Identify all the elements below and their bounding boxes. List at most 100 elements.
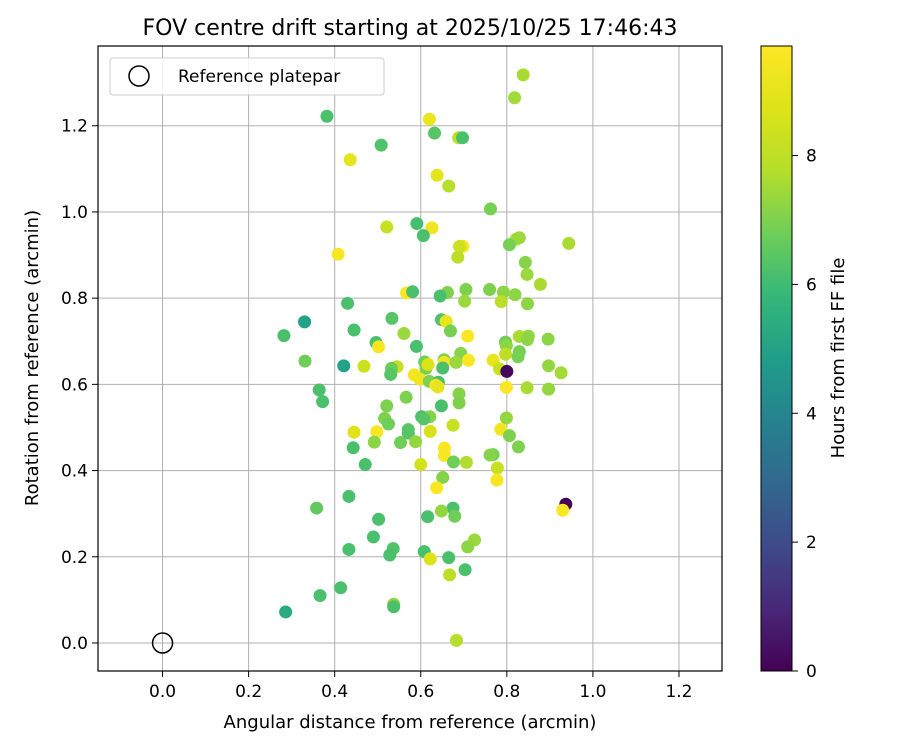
data-points xyxy=(277,68,576,647)
data-point xyxy=(451,250,465,264)
data-point xyxy=(520,267,534,281)
data-point xyxy=(518,255,532,269)
data-point xyxy=(367,435,381,449)
data-point xyxy=(490,461,504,475)
data-point xyxy=(533,277,547,291)
data-point xyxy=(494,295,508,309)
data-point xyxy=(347,323,361,337)
y-tick-label: 0.4 xyxy=(61,462,88,482)
data-point xyxy=(449,355,463,369)
grid xyxy=(98,46,722,671)
data-point xyxy=(434,399,448,413)
colorbar-ticks: 0 2 4 6 8 xyxy=(792,147,817,682)
data-point xyxy=(320,109,334,123)
data-point xyxy=(452,387,466,401)
data-point xyxy=(346,441,360,455)
x-tick-label: 0.4 xyxy=(321,682,348,702)
x-tick-label: 0.0 xyxy=(149,682,176,702)
data-point xyxy=(483,448,497,462)
data-point xyxy=(458,563,472,577)
data-point xyxy=(500,364,514,378)
data-point xyxy=(483,283,497,297)
data-point xyxy=(556,503,570,517)
data-point xyxy=(385,311,399,325)
data-point xyxy=(406,285,420,299)
data-point xyxy=(414,458,428,472)
data-point xyxy=(459,283,473,297)
data-point xyxy=(409,435,423,449)
data-point xyxy=(562,236,576,250)
data-point xyxy=(423,424,437,438)
colorbar-tick-label: 4 xyxy=(806,404,817,424)
y-axis-ticks: 0.0 0.2 0.4 0.6 0.8 1.0 1.2 xyxy=(61,117,98,654)
y-tick-label: 0.8 xyxy=(61,289,88,309)
legend-marker xyxy=(128,65,150,87)
colorbar: 0 2 4 6 8 Hours from first FF file xyxy=(760,45,849,682)
data-point xyxy=(358,458,372,472)
data-point xyxy=(279,605,293,619)
data-point xyxy=(449,633,463,647)
data-point xyxy=(461,540,475,554)
colorbar-tick-label: 0 xyxy=(806,662,817,682)
data-point xyxy=(331,247,345,261)
data-point xyxy=(399,390,413,404)
data-point xyxy=(442,179,456,193)
data-point xyxy=(499,380,513,394)
data-point xyxy=(312,383,326,397)
data-point xyxy=(428,126,442,140)
data-point xyxy=(442,551,456,565)
data-point xyxy=(372,340,386,354)
data-point xyxy=(542,382,556,396)
y-tick-label: 1.0 xyxy=(61,203,88,223)
data-point xyxy=(483,202,497,216)
data-point xyxy=(462,353,476,367)
data-point xyxy=(452,239,466,253)
data-point xyxy=(374,138,388,152)
y-tick-label: 0.0 xyxy=(61,634,88,654)
colorbar-gradient xyxy=(760,45,793,672)
x-axis-label: Angular distance from reference (arcmin) xyxy=(224,712,597,733)
data-point xyxy=(511,350,525,364)
data-point xyxy=(342,542,356,556)
data-point xyxy=(380,399,394,413)
data-point xyxy=(401,426,415,440)
data-point xyxy=(448,509,462,523)
chart-title: FOV centre drift starting at 2025/10/25 … xyxy=(143,16,678,41)
data-point xyxy=(410,217,424,231)
x-axis-ticks: 0.0 0.2 0.4 0.6 0.8 1.0 1.2 xyxy=(149,671,692,702)
x-tick-label: 0.8 xyxy=(493,682,520,702)
data-point xyxy=(313,589,327,603)
data-point xyxy=(383,548,397,562)
data-point xyxy=(520,381,534,395)
data-point xyxy=(502,238,516,252)
data-point xyxy=(430,168,444,182)
data-point xyxy=(425,221,439,235)
data-point xyxy=(422,112,436,126)
data-point xyxy=(520,333,534,347)
data-point xyxy=(459,455,473,469)
data-point xyxy=(541,332,555,346)
data-point xyxy=(416,229,430,243)
x-tick-label: 1.2 xyxy=(665,682,692,702)
data-point xyxy=(341,296,355,310)
data-point xyxy=(277,329,291,343)
data-point xyxy=(337,359,351,373)
data-point xyxy=(508,288,522,302)
data-point xyxy=(511,440,525,454)
data-point xyxy=(342,489,356,503)
data-point xyxy=(456,131,470,145)
data-point xyxy=(430,481,444,495)
data-point xyxy=(443,568,457,582)
data-point xyxy=(508,91,522,105)
x-tick-label: 0.6 xyxy=(407,682,434,702)
legend: Reference platepar xyxy=(109,57,385,96)
data-point xyxy=(502,429,516,443)
y-tick-label: 1.2 xyxy=(61,117,88,137)
y-axis-label: Rotation from reference (arcmin) xyxy=(22,210,43,506)
plot-frame xyxy=(97,45,723,672)
data-point xyxy=(397,327,411,340)
data-point xyxy=(542,359,556,373)
data-point xyxy=(316,395,330,409)
data-point xyxy=(366,530,380,544)
